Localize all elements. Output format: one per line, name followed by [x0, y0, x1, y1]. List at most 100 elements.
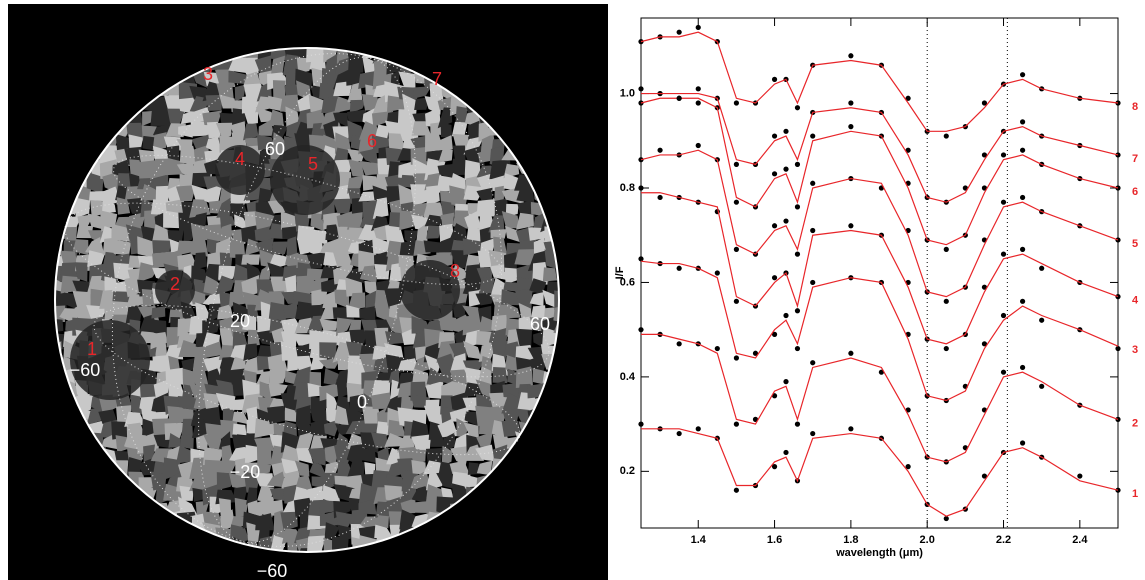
feature-label: 6	[367, 131, 377, 151]
terrain-patch	[319, 342, 336, 359]
data-point	[810, 228, 815, 233]
data-point	[1020, 148, 1025, 153]
data-point	[772, 77, 777, 82]
data-point	[848, 223, 853, 228]
data-point	[1020, 72, 1025, 77]
data-point	[810, 181, 815, 186]
data-point	[848, 53, 853, 58]
data-point	[1001, 313, 1006, 318]
feature-label: 4	[235, 149, 245, 169]
data-point	[795, 252, 800, 257]
data-point	[810, 431, 815, 436]
data-point	[783, 218, 788, 223]
data-point	[734, 162, 739, 167]
feature-label: 7	[432, 69, 442, 89]
data-point	[1020, 247, 1025, 252]
feature-label: 2	[170, 274, 180, 294]
data-point	[734, 100, 739, 105]
data-point	[696, 25, 701, 30]
x-tick-label: 1.6	[767, 534, 782, 546]
model-fit	[641, 32, 1118, 131]
data-point	[810, 360, 815, 365]
data-point	[772, 133, 777, 138]
data-point	[657, 195, 662, 200]
legend-label: 1	[1132, 488, 1138, 500]
data-point	[848, 124, 853, 129]
data-point	[677, 30, 682, 35]
data-point	[810, 133, 815, 138]
map-panel: 1234567860200−20−60−6060	[0, 0, 608, 580]
legend-label: 7	[1132, 153, 1138, 165]
data-point	[1077, 473, 1082, 478]
data-point	[715, 346, 720, 351]
grid-label: −60	[70, 360, 101, 380]
grid-label: −20	[230, 462, 261, 482]
x-tick-label: 1.8	[843, 534, 858, 546]
data-point	[783, 313, 788, 318]
feature-label: 1	[87, 339, 97, 359]
terrain-patch	[151, 306, 165, 318]
data-point	[696, 426, 701, 431]
legend-label: 8	[1132, 101, 1138, 113]
data-point	[1020, 119, 1025, 124]
data-point	[638, 256, 643, 261]
data-point	[772, 275, 777, 280]
data-point	[810, 280, 815, 285]
data-point	[734, 355, 739, 360]
data-point	[677, 431, 682, 436]
model-fit	[641, 150, 1118, 296]
data-point	[848, 426, 853, 431]
page: 1234567860200−20−60−6060 1.41.61.82.02.2…	[0, 0, 1145, 580]
data-point	[677, 341, 682, 346]
feature-label: 8	[450, 261, 460, 281]
data-point	[783, 167, 788, 172]
grid-label: 0	[357, 392, 367, 412]
data-point	[1001, 200, 1006, 205]
data-point	[1020, 195, 1025, 200]
y-tick-label: 0.4	[620, 371, 636, 383]
legend-label: 5	[1132, 238, 1138, 250]
data-point	[848, 351, 853, 356]
data-point	[657, 148, 662, 153]
data-point	[638, 86, 643, 91]
data-point	[772, 171, 777, 176]
x-tick-label: 2.0	[920, 534, 935, 546]
feature-label: 5	[308, 154, 318, 174]
data-point	[1001, 252, 1006, 257]
data-point	[783, 450, 788, 455]
y-tick-label: 0.2	[620, 465, 635, 477]
feature-label: 3	[203, 64, 213, 84]
data-point	[696, 143, 701, 148]
data-point	[795, 346, 800, 351]
data-point	[944, 346, 949, 351]
data-point	[638, 185, 643, 190]
data-point	[1039, 266, 1044, 271]
data-point	[1020, 299, 1025, 304]
data-point	[795, 162, 800, 167]
grid-label: 60	[530, 314, 550, 334]
grid-label: 20	[230, 311, 250, 331]
data-point	[1001, 370, 1006, 375]
data-point	[715, 270, 720, 275]
data-point	[734, 488, 739, 493]
grid-label: −60	[257, 561, 288, 580]
model-fit	[641, 334, 1118, 462]
y-tick-label: 0.8	[620, 182, 635, 194]
data-point	[944, 133, 949, 138]
terrain-patch	[491, 229, 507, 239]
data-point	[783, 129, 788, 134]
x-axis-label: wavelength (μm)	[835, 547, 923, 559]
terrain-patch	[233, 424, 247, 436]
y-tick-label: 1.0	[620, 87, 635, 99]
terrain-patch	[493, 367, 508, 383]
legend-label: 4	[1132, 295, 1139, 307]
legend-label: 3	[1132, 344, 1138, 356]
model-fit	[641, 94, 1118, 203]
data-point	[772, 223, 777, 228]
legend-label: 2	[1132, 417, 1138, 429]
data-point	[734, 299, 739, 304]
data-point	[795, 308, 800, 313]
data-point	[1001, 152, 1006, 157]
model-fit	[641, 261, 1118, 400]
